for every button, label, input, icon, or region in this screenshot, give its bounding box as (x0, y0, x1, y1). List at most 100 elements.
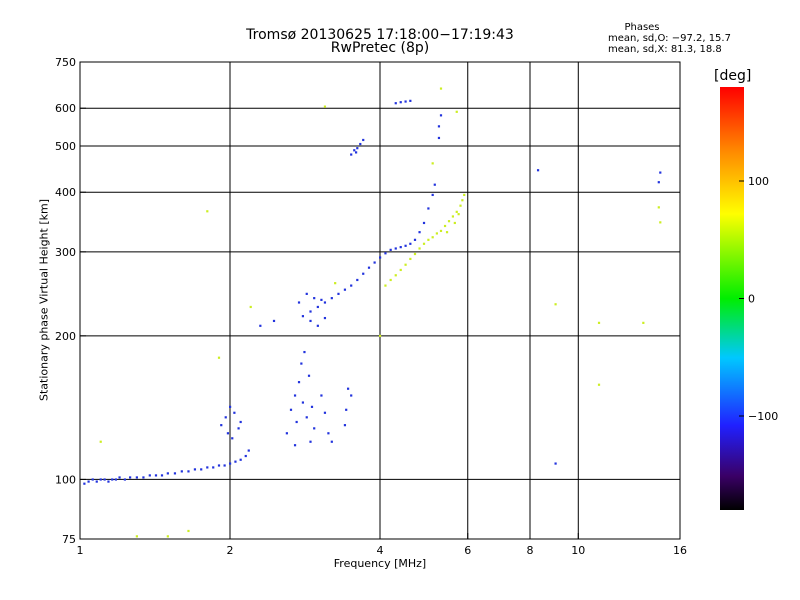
data-point-o (346, 387, 350, 390)
data-point-x (217, 356, 221, 359)
data-point-o (394, 247, 397, 250)
data-point-o (320, 298, 323, 301)
data-point-o (345, 408, 348, 411)
data-point-o (422, 221, 426, 225)
data-point-o (154, 474, 158, 477)
data-point-o (114, 478, 118, 481)
data-point-o (239, 458, 242, 461)
data-point-o (231, 437, 234, 440)
data-point-o (91, 478, 94, 481)
data-point-x (443, 224, 447, 228)
colorbar-tick-label: 0 (748, 293, 755, 306)
data-point-o (313, 427, 316, 430)
data-point-x (166, 535, 169, 538)
x-axis-ticks: 1 2 4 6 8 10 16 (77, 533, 687, 557)
data-point-o (394, 102, 397, 105)
data-point-x (659, 221, 662, 224)
data-point-o (200, 468, 203, 471)
chart-title: Tromsø 20130625 17:18:00−17:19:43 (246, 27, 514, 43)
data-point-o (404, 244, 407, 247)
data-point-o (327, 432, 330, 435)
x-axis-label: Frequency [MHz] (333, 557, 427, 570)
data-point-o (247, 449, 250, 452)
data-point-o (285, 432, 288, 435)
data-point-x (431, 162, 434, 165)
data-point-o (399, 101, 402, 104)
data-point-o (384, 252, 387, 255)
x-tick-label: 2 (227, 544, 234, 557)
data-point-o (309, 310, 312, 313)
data-point-x (404, 263, 407, 266)
data-point-x (379, 334, 382, 338)
data-point-x (249, 305, 252, 309)
data-point-o (323, 301, 327, 304)
data-point-x (597, 383, 601, 386)
data-point-o (367, 266, 371, 269)
data-point-o (129, 476, 132, 479)
x-tick-label: 16 (673, 544, 687, 557)
data-point-o (193, 468, 197, 471)
data-point-o (297, 301, 301, 304)
data-point-o (212, 466, 215, 469)
data-point-o (99, 478, 102, 481)
data-point-o (362, 272, 365, 275)
data-point-o (323, 316, 327, 320)
data-point-o (337, 292, 340, 295)
data-point-o (356, 147, 359, 150)
data-point-o (350, 394, 353, 397)
data-point-o (220, 424, 223, 427)
data-point-o (323, 411, 327, 414)
colorbar-tick-label: 100 (748, 175, 769, 188)
data-point-x (418, 247, 421, 250)
data-point-o (409, 242, 412, 245)
data-point-o (226, 432, 230, 435)
data-point-x (334, 282, 337, 285)
data-point-x (99, 440, 102, 443)
data-point-x (135, 535, 138, 538)
data-point-x (187, 529, 190, 533)
y-tick-label: 75 (62, 533, 76, 546)
data-point-o (431, 193, 434, 197)
y-axis-ticks: 75 100 200 300 400 500 600 750 (55, 56, 86, 546)
y-tick-label: 200 (55, 330, 76, 343)
data-point-o (148, 474, 151, 477)
data-point-x (445, 231, 449, 234)
data-point-x (323, 105, 327, 108)
data-point-o (359, 142, 362, 146)
data-point-o (350, 284, 353, 287)
data-point-x (435, 232, 438, 235)
data-point-o (418, 231, 421, 234)
data-point-o (350, 153, 353, 156)
data-point-o (187, 470, 190, 473)
data-point-o (554, 462, 557, 465)
data-point-x (642, 321, 645, 324)
data-point-o (173, 472, 177, 475)
data-point-o (217, 464, 221, 467)
data-point-x (439, 87, 443, 90)
data-point-o (303, 350, 306, 354)
data-point-o (244, 454, 247, 458)
data-point-x (384, 284, 387, 287)
data-point-o (300, 362, 303, 365)
chart-subtitle: RwPretec (8p) (330, 40, 430, 56)
data-point-o (330, 297, 333, 300)
data-point-o (330, 440, 333, 443)
data-point-x (439, 229, 443, 233)
data-point-o (229, 462, 232, 465)
data-point-x (597, 321, 601, 324)
data-point-o (354, 151, 358, 154)
data-point-x (427, 238, 430, 241)
data-point-o (409, 99, 412, 102)
data-point-o (399, 246, 402, 249)
data-point-o (259, 324, 262, 327)
data-point-o (362, 138, 365, 142)
data-point-x (451, 215, 455, 218)
y-tick-label: 750 (55, 56, 76, 69)
data-point-o (305, 416, 308, 419)
y-tick-label: 100 (55, 473, 76, 486)
data-point-o (301, 315, 305, 318)
data-point-o (373, 261, 376, 264)
data-point-o (272, 319, 276, 323)
data-point-o (118, 476, 121, 479)
phase-summary-title: Phases (624, 22, 660, 33)
